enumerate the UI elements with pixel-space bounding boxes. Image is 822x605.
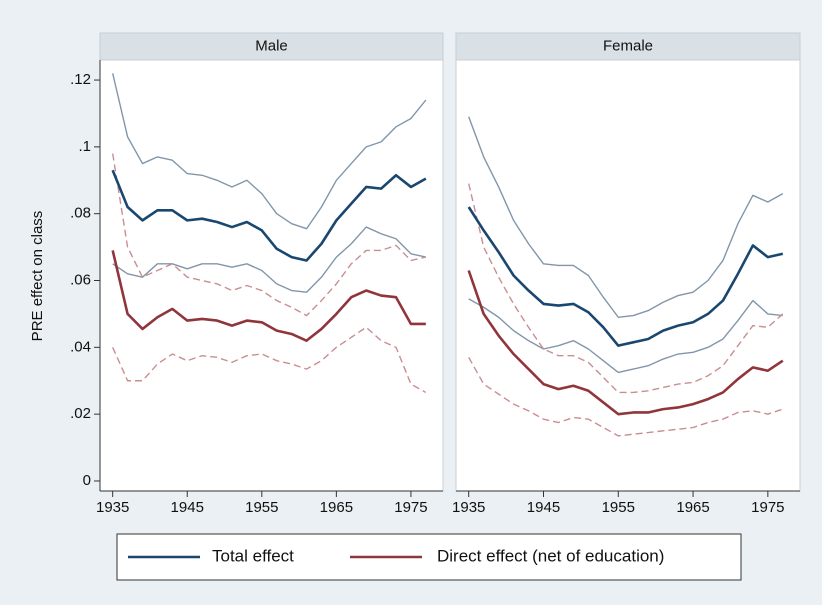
ci-line [112, 226, 427, 293]
x-tick-label: 1945 [527, 499, 560, 516]
panel-header [455, 32, 801, 61]
x-tick-label: 1945 [171, 499, 204, 516]
y-tick-label: .04 [70, 338, 91, 355]
ci-line [468, 298, 783, 374]
panel-header [99, 32, 444, 61]
ci-line [468, 183, 784, 394]
ci-line [468, 116, 784, 318]
x-tick-label: 1975 [394, 499, 427, 516]
x-tick-label: 1975 [751, 499, 784, 516]
estimate-line [467, 270, 784, 416]
y-tick-label: .06 [70, 271, 91, 288]
ci-line [111, 73, 427, 230]
ci-line [111, 153, 427, 317]
ci-line [112, 326, 427, 394]
y-tick-label: .1 [78, 138, 91, 155]
x-tick-label: 1965 [320, 499, 353, 516]
x-tick-label: 1955 [602, 499, 635, 516]
y-tick-label: .12 [70, 71, 91, 88]
x-tick-label: 1965 [676, 499, 709, 516]
legend-label: Total effect [212, 546, 294, 565]
y-tick-label: .02 [70, 405, 91, 422]
y-tick-label: .08 [70, 205, 91, 222]
x-tick-label: 1955 [245, 499, 278, 516]
estimate-line [111, 250, 426, 342]
panel-title: Male [255, 37, 288, 54]
plot-area [99, 59, 444, 492]
plot-area [455, 59, 801, 492]
panel-title: Female [603, 37, 653, 54]
estimate-line [467, 206, 784, 347]
legend-box [116, 533, 742, 581]
legend-label: Direct effect (net of education) [437, 546, 664, 565]
x-tick-label: 1935 [452, 499, 485, 516]
estimate-line [111, 169, 427, 262]
x-tick-label: 1935 [96, 499, 129, 516]
ci-line [468, 357, 784, 437]
y-axis-label: PRE effect on class [29, 211, 46, 342]
y-tick-label: 0 [83, 472, 91, 489]
